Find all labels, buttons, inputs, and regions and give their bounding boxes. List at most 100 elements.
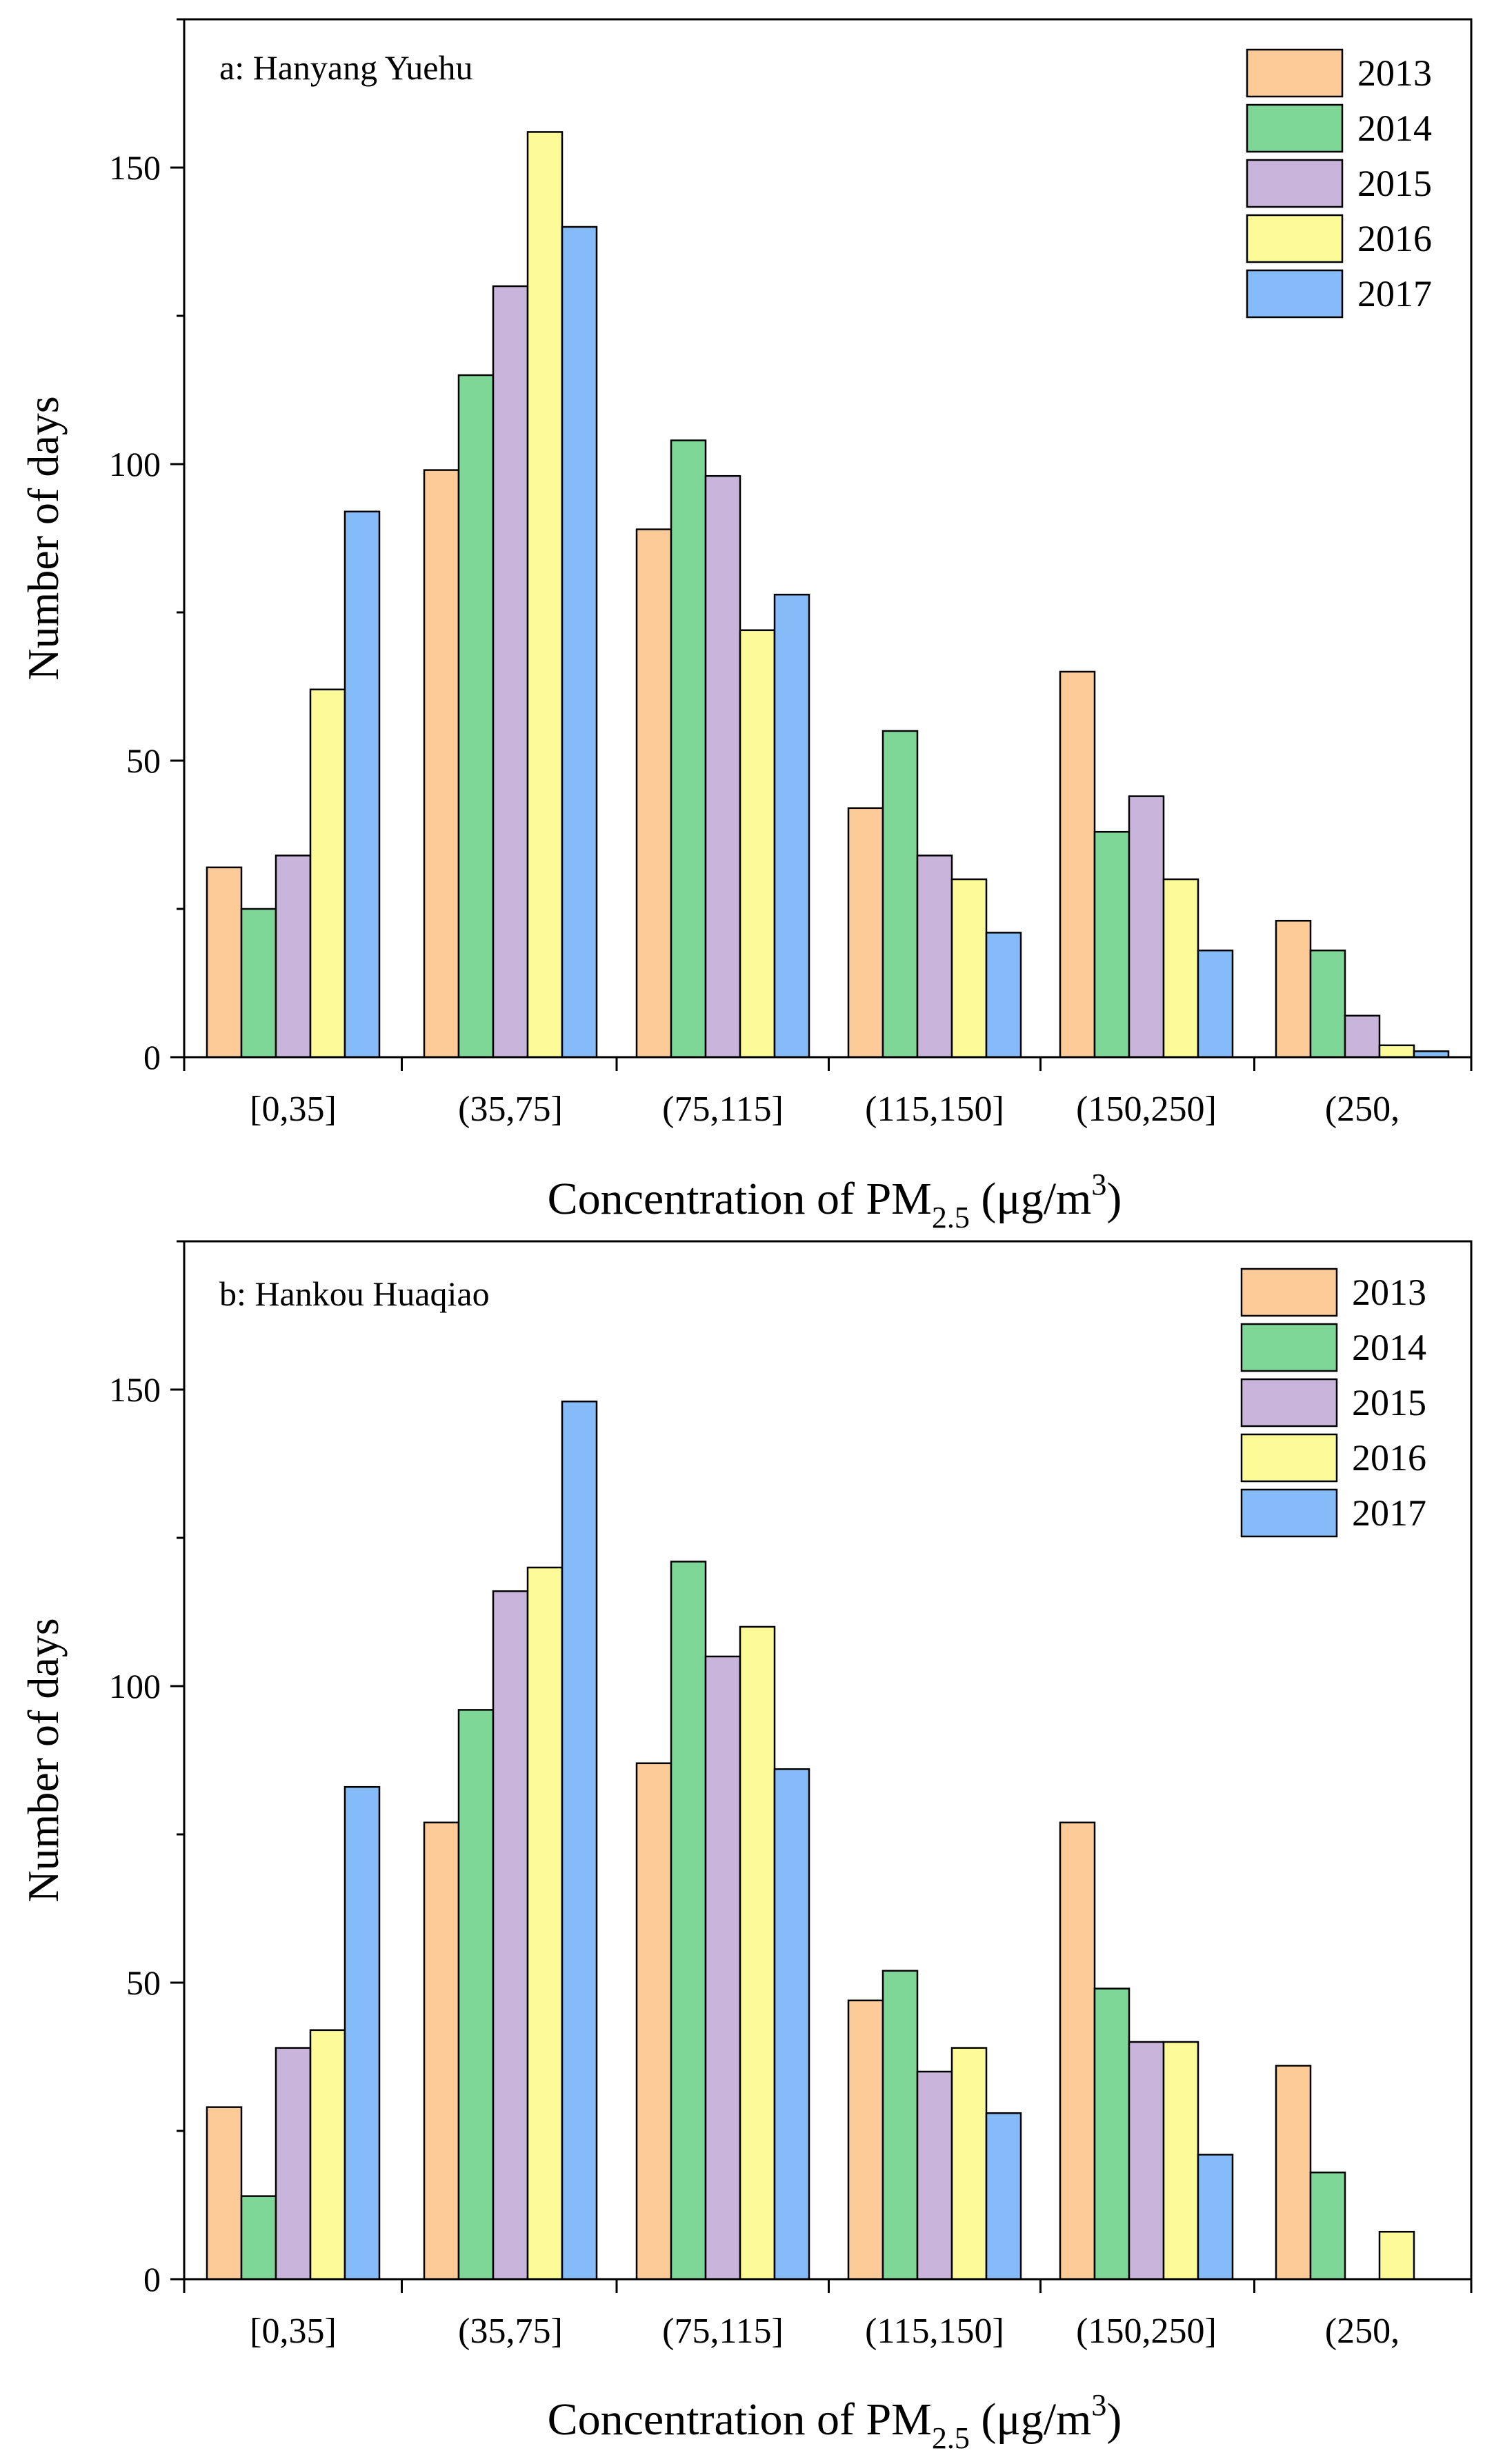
legend-label-2016: 2016 [1357,218,1432,259]
bar-2014-2 [670,1561,707,2281]
bar-2016-0 [309,688,346,1059]
x-tick-label: (250, [1325,2312,1400,2351]
bar-2013-3 [847,807,884,1059]
x-axis-label-superscript: 3 [1091,1168,1106,1201]
legend-label-2015: 2015 [1357,163,1432,204]
bar-2013-5 [1275,919,1312,1059]
bar-2014-4 [1093,830,1131,1059]
x-axis-label-unit: (μg/m [970,1174,1092,1224]
x-axis-label-superscript: 3 [1091,2388,1106,2422]
chart-panel-b: 0 50 100 150 [0,35] (35,75] (75,115] (115,150] (… [19,1240,1473,2455]
legend-swatch-2014 [1246,103,1344,153]
bar-2013-2 [635,1762,673,2281]
bar-2014-1 [457,1709,495,2281]
legend-label-2017: 2017 [1357,273,1432,314]
bar-2016-3 [950,878,988,1059]
bar-2017-1 [561,1400,598,2281]
y-tick-label: 50 [126,741,161,780]
x-axis-label-close: ) [1106,2394,1122,2445]
bar-2016-5 [1378,2230,1415,2281]
x-tick-label: [0,35] [250,2312,337,2351]
bar-2015-1 [492,285,529,1059]
y-tick-label: 150 [109,148,161,187]
x-tick-label: (75,115] [662,1090,784,1129]
y-tick-label: 100 [109,445,161,483]
bar-2016-4 [1162,2041,1199,2281]
x-tick-label: (35,75] [458,2312,563,2351]
bar-2014-0 [240,2195,277,2281]
legend-swatch-2014 [1240,1323,1338,1372]
y-tick-label: 0 [143,2260,161,2298]
bar-2017-4 [1197,949,1234,1059]
bar-2014-1 [457,374,495,1059]
legend-label-2015: 2015 [1352,1382,1426,1423]
bar-2013-1 [423,1821,460,2281]
legend-label-2014: 2014 [1352,1327,1426,1368]
x-axis-label-subscript: 2.5 [932,2421,970,2455]
bar-2015-4 [1128,795,1165,1059]
legend-swatch-2016 [1246,214,1344,263]
y-axis-label: Number of days [19,1618,68,1902]
bar-2013-5 [1275,2065,1312,2281]
legend-label-2014: 2014 [1357,108,1432,149]
x-tick-label: (115,150] [865,1090,1004,1129]
bar-2016-5 [1378,1044,1415,1059]
bar-2014-5 [1309,949,1346,1059]
bar-2015-4 [1128,2041,1165,2281]
bar-2014-4 [1093,1987,1131,2281]
legend-label-2017: 2017 [1352,1492,1426,1534]
x-axis-label-main: Concentration of PM [548,2394,932,2445]
bar-2017-0 [343,1785,381,2281]
bar-2016-2 [739,1625,776,2281]
legend-swatch-2016 [1240,1433,1338,1483]
legend-label-2016: 2016 [1352,1437,1426,1479]
bar-2017-1 [561,226,598,1059]
bar-2015-0 [275,854,312,1059]
x-tick-label: (115,150] [865,2312,1004,2351]
bar-2017-2 [773,1768,810,2281]
legend-swatch-2015 [1246,159,1344,208]
x-tick-label: (150,250] [1076,2312,1217,2351]
bar-2014-3 [882,730,919,1059]
y-axis-label: Number of days [19,396,68,680]
bar-2015-2 [704,1655,741,2281]
bar-2017-2 [773,593,810,1059]
bar-2014-2 [670,439,707,1059]
bar-2017-0 [343,510,381,1059]
bar-2013-1 [423,469,460,1059]
x-axis-label-subscript: 2.5 [932,1201,970,1234]
x-axis-label: Concentration of PM2.5 (μg/m3) [548,2388,1122,2455]
legend-swatch-2015 [1240,1378,1338,1428]
bar-2014-5 [1309,2171,1346,2281]
bar-2015-5 [1344,1014,1381,1059]
bar-2013-0 [206,866,243,1059]
bar-2013-4 [1059,1821,1096,2281]
bar-2016-1 [526,131,564,1059]
x-tick-label: (250, [1325,1090,1400,1129]
bar-2016-4 [1162,878,1199,1059]
bar-2013-2 [635,528,673,1059]
bar-2014-0 [240,908,277,1059]
chart-panel-a: 0 50 100 150 [0,35] (35,75] (75,115] (115,150] (… [19,18,1473,1234]
bar-2016-3 [950,2047,988,2281]
bar-2017-3 [985,932,1022,1059]
bar-2013-0 [206,2106,243,2281]
bar-2015-3 [916,2070,953,2281]
bar-2013-4 [1059,670,1096,1059]
x-axis-label-close: ) [1106,1174,1122,1224]
panel-title: a: Hanyang Yuehu [219,48,472,87]
bar-2016-2 [739,629,776,1059]
bar-2016-1 [526,1566,564,2281]
x-tick-label: (150,250] [1076,1090,1217,1129]
y-tick-label: 150 [109,1370,161,1409]
bar-2015-1 [492,1590,529,2281]
bar-2015-0 [275,2047,312,2281]
bar-2017-4 [1197,2154,1234,2281]
bar-2017-3 [985,2112,1022,2281]
bar-2013-3 [847,1999,884,2281]
y-tick-label: 50 [126,1963,161,2002]
bar-2015-3 [916,854,953,1059]
legend-swatch-2013 [1246,48,1344,98]
legend-label-2013: 2013 [1357,52,1432,94]
